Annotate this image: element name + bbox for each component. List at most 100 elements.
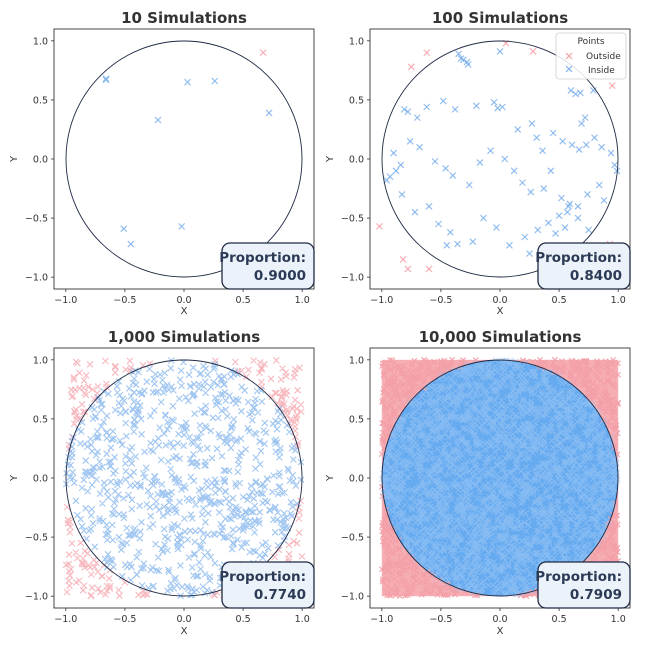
subplot-title: 1,000 Simulations [108, 328, 260, 346]
y-tick-labels: −1.0 −0.5 0.0 0.5 1.0 [25, 355, 54, 603]
inside-point [578, 120, 585, 127]
legend-marker-inside [565, 65, 573, 73]
proportion-value: 0.7740 [254, 587, 306, 603]
inside-point [565, 202, 572, 210]
x-tick-label: 0.0 [176, 614, 191, 625]
inside-point [431, 157, 439, 165]
inside-point [510, 167, 518, 175]
inside-point [589, 87, 597, 94]
inside-point [411, 208, 419, 216]
legend-box [555, 32, 627, 80]
x-tick-label: 0.0 [492, 614, 507, 625]
outside-point [423, 49, 431, 57]
y-axis-label: Y [325, 155, 336, 163]
inside-point [265, 109, 273, 117]
inside-point [455, 50, 463, 58]
inside-point [559, 137, 567, 145]
proportion-label: Proportion: [535, 250, 622, 266]
y-tick-label: 1.0 [33, 36, 48, 47]
y-tick-label: 1.0 [349, 36, 364, 47]
y-tick-label: −0.5 [25, 214, 48, 225]
inside-point [498, 103, 506, 111]
inside-point [572, 90, 580, 98]
proportion-box [221, 561, 315, 609]
legend-title: Points [577, 37, 604, 47]
inside-point [454, 240, 461, 248]
inside-point [598, 143, 606, 151]
subplot-10-simulations: 10 Simulations −1.0 −0.5 0.0 0.5 1.0 −1.0 −0.… [9, 9, 315, 317]
inside-point [425, 202, 433, 210]
subplot-title: 10 Simulations [121, 9, 247, 27]
inside-point [558, 194, 565, 202]
inside-point [442, 165, 450, 172]
x-tick-label: −1.0 [370, 295, 393, 306]
inside-points [62, 357, 305, 600]
subplot-10000-simulations: 10,000 Simulations −1.0 −0.5 0.0 0.5 1.0 −1.… [325, 328, 631, 637]
inside-point [476, 159, 484, 166]
proportion-value: 0.9000 [254, 268, 306, 284]
unit-circle [65, 359, 303, 597]
inside-point [400, 105, 408, 113]
x-tick-label: 0.0 [176, 295, 191, 306]
x-tick-label: −0.5 [113, 614, 136, 625]
inside-point [575, 146, 583, 153]
inside-point [178, 222, 186, 230]
y-tick-label: 0.0 [349, 474, 364, 485]
y-tick-label: −1.0 [25, 273, 48, 284]
inside-point [519, 179, 526, 187]
outside-point [608, 82, 616, 90]
y-tick-labels: −1.0 −0.5 0.0 0.5 1.0 [25, 36, 54, 284]
y-tick-label: −0.5 [341, 533, 364, 544]
inside-point [526, 250, 533, 257]
inside-point [591, 134, 598, 142]
inside-point [397, 161, 405, 169]
x-tick-label: −0.5 [429, 614, 452, 625]
x-axis-label: X [181, 306, 188, 317]
inside-point [211, 77, 219, 85]
x-tick-label: 1.0 [295, 614, 310, 625]
inside-point [127, 240, 135, 248]
subplot-1000-simulations: 1,000 Simulations −1.0 −0.5 0.0 0.5 1.0 −1.0… [9, 328, 315, 637]
inside-point [584, 191, 591, 198]
inside-point [443, 241, 451, 249]
x-tick-labels: −1.0 −0.5 0.0 0.5 1.0 [370, 289, 626, 306]
inside-point [480, 214, 487, 222]
inside-points [379, 357, 621, 598]
inside-point [490, 98, 498, 106]
x-tick-label: 1.0 [295, 295, 310, 306]
y-axis-label: Y [325, 474, 336, 482]
inside-point [574, 202, 582, 210]
proportion-value: 0.7909 [570, 587, 622, 603]
y-axis-label: Y [9, 474, 20, 482]
inside-point [392, 167, 400, 175]
unit-circle [381, 40, 619, 278]
x-tick-label: −1.0 [54, 614, 77, 625]
inside-point [496, 48, 504, 55]
legend-marker-outside [565, 52, 573, 60]
inside-point [527, 188, 535, 196]
y-tick-label: 0.0 [33, 474, 48, 485]
inside-point [547, 167, 555, 175]
y-tick-label: 0.5 [349, 95, 364, 106]
proportion-value: 0.8400 [570, 268, 622, 284]
inside-point [501, 155, 509, 163]
legend: Points Outside Inside [555, 32, 627, 80]
x-tick-label: 1.0 [611, 614, 626, 625]
inside-point [581, 114, 589, 122]
inside-point [439, 97, 447, 105]
inside-point [184, 78, 191, 86]
inside-point [545, 219, 552, 227]
x-tick-label: 0.5 [236, 295, 251, 306]
y-tick-label: −1.0 [341, 273, 364, 284]
y-tick-label: 0.5 [33, 95, 48, 106]
inside-point [611, 161, 619, 169]
inside-point [549, 129, 557, 137]
inside-point [595, 181, 603, 189]
subplot-title: 100 Simulations [432, 9, 568, 27]
inside-point [563, 208, 571, 216]
y-tick-labels: −1.0 −0.5 0.0 0.5 1.0 [341, 36, 370, 284]
inside-point [449, 172, 457, 179]
inside-point [472, 102, 480, 110]
inside-point [534, 226, 542, 234]
unit-circle [381, 359, 619, 597]
